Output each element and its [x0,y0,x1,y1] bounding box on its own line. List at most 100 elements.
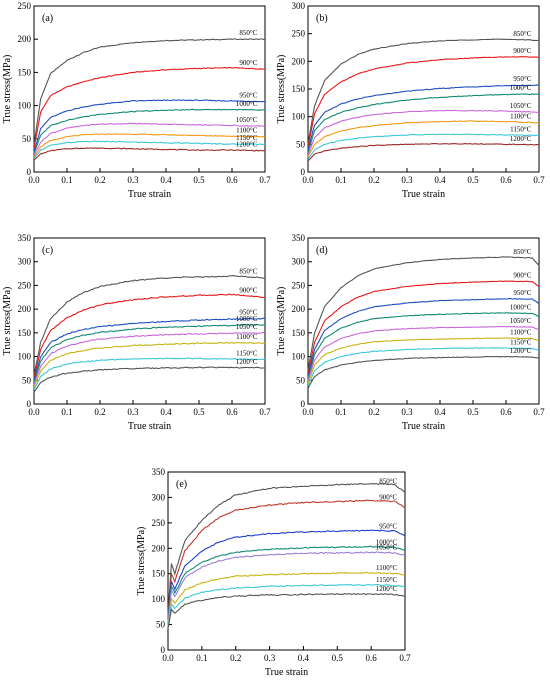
panel-label: (a) [42,13,53,24]
panel-label: (d) [316,245,328,256]
series-label: 1100°C [236,333,258,341]
series-line-1200c [33,147,266,161]
series-label: 1150°C [510,339,532,347]
series-label: 1100°C [510,113,532,121]
series-line-950c [307,297,540,378]
x-tick-label: 0.7 [533,407,545,417]
series-line-1050c [33,122,266,156]
series-line-1150c [167,583,406,628]
series-line-950c [307,84,540,151]
series-label: 900°C [239,59,257,67]
series-label: 850°C [239,29,257,37]
y-tick-label: 350 [152,467,166,477]
series-line-1050c [307,325,540,382]
series-label: 950°C [513,289,531,297]
y-tick-label: 0 [27,167,32,177]
series-label: 850°C [379,477,397,485]
x-tick-label: 0.6 [226,407,238,417]
series-label: 1200°C [236,141,258,149]
series-line-950c [33,99,266,153]
series-label: 1150°C [510,125,532,133]
series-label: 950°C [513,75,531,83]
y-tick-label: 200 [292,56,306,66]
y-tick-label: 350 [292,233,306,243]
y-tick-label: 100 [152,594,166,604]
x-tick-label: 0.4 [434,407,446,417]
y-tick-label: 150 [152,569,166,579]
y-tick-label: 200 [292,304,306,314]
series-line-1000c [33,108,266,154]
x-tick-label: 0.1 [335,175,346,185]
x-axis-label: True strain [128,421,171,432]
x-tick-label: 0.4 [160,175,172,185]
y-tick-label: 0 [301,399,306,409]
y-tick-label: 150 [292,328,306,338]
series-label: 950°C [239,91,257,99]
y-tick-label: 250 [152,518,166,528]
series-line-1100c [307,337,540,384]
chart-panel-c: 0.0 0.1 0.2 0.3 0.4 0.5 0.6 0.7 0 50 100 150 200 250 3… [2,233,271,432]
series-line-1050c [307,109,539,156]
series-label: 1150°C [236,349,258,357]
x-tick-label: 0.1 [61,175,72,185]
y-tick-label: 200 [18,34,32,44]
chart-panel-d: 0.0 0.1 0.2 0.3 0.4 0.5 0.6 0.7 0 50 100 150 200 250 3… [276,233,545,432]
x-tick-label: 0.1 [335,407,346,417]
panel-label: (c) [42,245,53,256]
series-label: 1050°C [376,544,398,552]
series-label: 1000°C [376,538,398,546]
y-tick-label: 250 [18,1,32,11]
y-tick-label: 50 [22,375,32,385]
series-label: 1050°C [236,116,258,124]
series-label: 1100°C [376,564,398,572]
y-tick-label: 0 [301,167,306,177]
series-line-850c [307,38,540,145]
x-tick-label: 0.6 [500,407,512,417]
y-tick-label: 50 [156,620,166,630]
series-label: 1150°C [236,134,258,142]
series-line-1050c [167,551,406,624]
x-axis-label: True strain [265,667,308,678]
series-line-900c [307,280,540,375]
x-axis-label: True strain [402,421,445,432]
x-tick-label: 0.5 [193,175,205,185]
x-tick-label: 0.2 [230,653,241,663]
y-tick-label: 100 [292,352,306,362]
y-tick-label: 350 [18,233,32,243]
series-label: 1150°C [376,576,398,584]
series-label: 1000°C [510,84,532,92]
series-line-900c [33,66,266,149]
series-line-900c [307,56,540,148]
x-tick-label: 0.2 [94,407,105,417]
plot-frame [33,5,266,173]
chart-panel-a: 0.0 0.1 0.2 0.3 0.4 0.5 0.6 0.7 0 50 100 150 200 250 (… [2,1,271,200]
series-line-1100c [33,133,266,158]
panel-label: (e) [176,479,187,490]
y-tick-label: 250 [18,280,32,290]
y-tick-label: 300 [18,257,32,267]
x-tick-label: 0.3 [401,407,413,417]
plot-frame [33,237,266,405]
plot-frame [167,471,406,651]
y-tick-label: 100 [18,352,32,362]
series-label: 1000°C [510,303,532,311]
series-line-900c [33,293,266,379]
series-line-1000c [167,545,406,623]
y-axis-label: True stress(MPa) [2,287,13,356]
chart-panel-b: 0.0 0.1 0.2 0.3 0.4 0.5 0.6 0.7 0 50 100 150 200 250 3… [276,1,545,200]
series-line-1150c [33,140,266,160]
x-tick-label: 0.2 [368,175,379,185]
x-tick-label: 0.1 [61,407,72,417]
series-line-1200c [33,366,266,393]
y-tick-label: 200 [18,304,32,314]
series-line-1050c [33,331,266,386]
y-axis-label: True stress(MPa) [276,287,287,356]
series-line-900c [167,499,406,617]
x-tick-label: 0.7 [399,653,411,663]
x-tick-label: 0.7 [533,175,545,185]
series-label: 850°C [239,267,257,275]
y-tick-label: 50 [296,375,306,385]
x-tick-label: 0.0 [302,175,314,185]
x-tick-label: 0.5 [467,407,479,417]
x-tick-label: 0.0 [162,653,174,663]
